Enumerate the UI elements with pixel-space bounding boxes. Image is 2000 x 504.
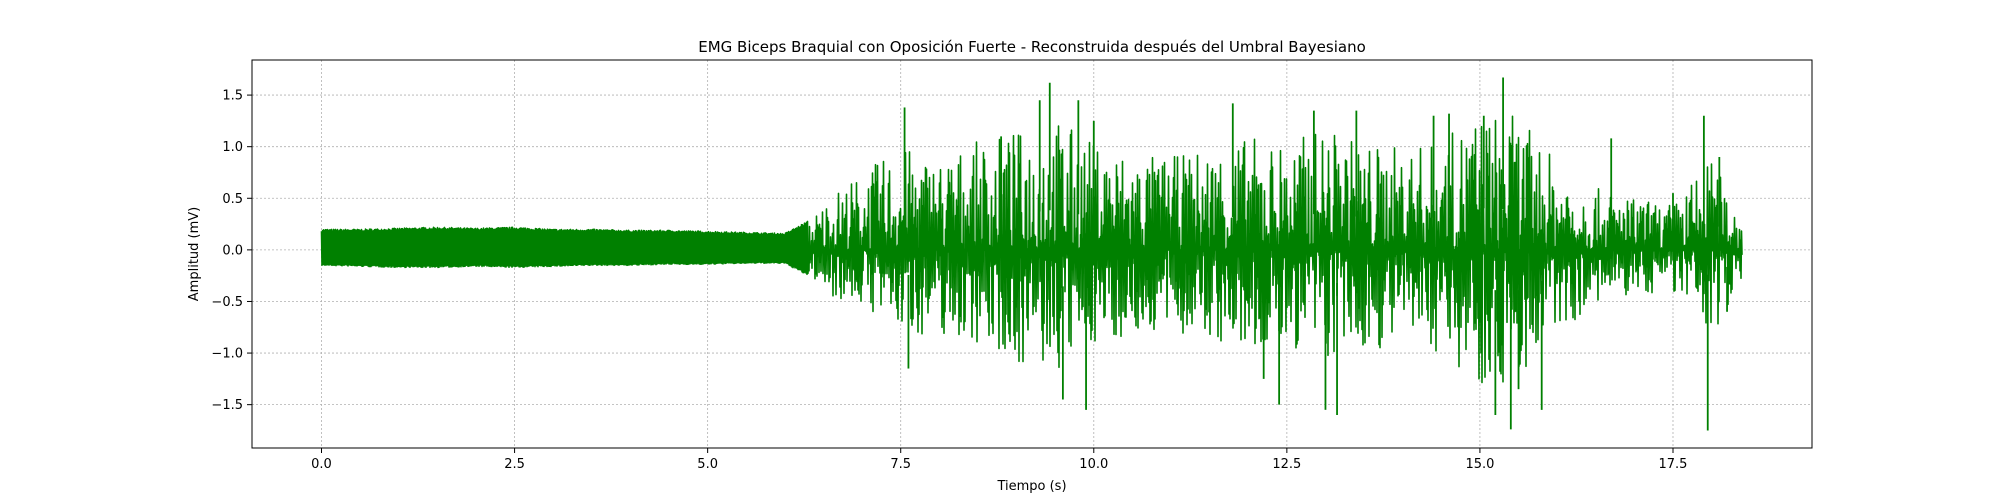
- y-tick-label: −1.5: [211, 398, 243, 413]
- y-tick-label: 1.5: [222, 89, 243, 104]
- x-tick-label: 15.0: [1465, 457, 1494, 472]
- plot-frame: [251, 59, 1813, 449]
- y-tick-label: −0.5: [211, 295, 243, 310]
- ticks: 0.0 2.5 5.0 7.5 10.0 12.5 15.0 17.5 −1.5 −1.0 −0.5…: [211, 89, 1687, 472]
- x-tick-label: 7.5: [890, 457, 911, 472]
- y-axis-label: Amplitud (mV): [187, 207, 202, 301]
- x-tick-label: 2.5: [504, 457, 525, 472]
- x-tick-label: 17.5: [1659, 457, 1688, 472]
- x-tick-label: 0.0: [311, 457, 332, 472]
- x-tick-label: 10.0: [1079, 457, 1108, 472]
- y-tick-label: 0.0: [222, 243, 243, 258]
- x-axis-label: Tiempo (s): [996, 479, 1066, 494]
- axes: [251, 59, 1813, 449]
- y-tick-label: 1.0: [222, 140, 243, 155]
- chart-title: EMG Biceps Braquial con Oposición Fuerte…: [698, 38, 1366, 56]
- y-tick-label: 0.5: [222, 192, 243, 207]
- y-tick-label: −1.0: [211, 347, 243, 362]
- signal-series: [320, 77, 1743, 431]
- x-tick-label: 12.5: [1272, 457, 1301, 472]
- emg-signal-line: [320, 115, 1743, 384]
- x-tick-label: 5.0: [697, 457, 718, 472]
